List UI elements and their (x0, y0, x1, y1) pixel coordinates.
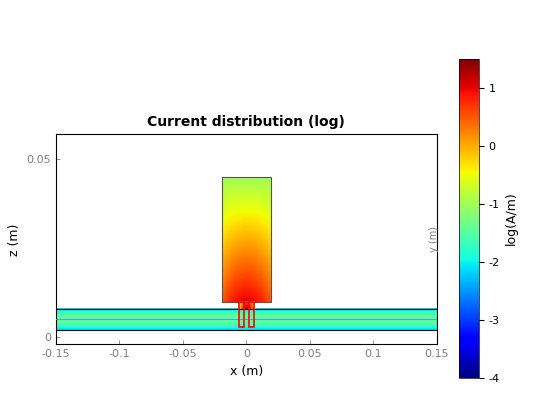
Y-axis label: log(A/m): log(A/m) (505, 192, 518, 245)
Bar (249, 302, 254, 327)
Bar (222, 177, 270, 302)
Title: Current distribution (log): Current distribution (log) (147, 115, 346, 129)
Y-axis label: z (m): z (m) (8, 223, 21, 256)
X-axis label: x (m): x (m) (230, 365, 263, 378)
Text: y (m): y (m) (429, 226, 439, 252)
Bar (239, 302, 244, 327)
